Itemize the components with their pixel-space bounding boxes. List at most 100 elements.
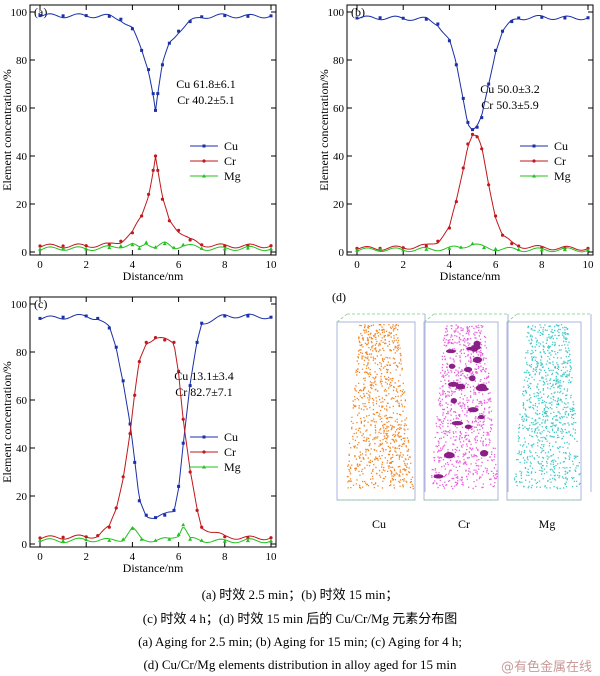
legend-marker [202, 174, 206, 178]
data-point [475, 125, 479, 129]
data-point [586, 248, 590, 252]
precipitate [450, 397, 457, 404]
data-point [181, 522, 186, 527]
data-point [177, 369, 181, 373]
legend-item-cu: Cu [190, 430, 238, 444]
data-point [128, 432, 132, 436]
data-point [269, 536, 273, 540]
x-tick-label: 8 [539, 259, 545, 271]
data-point [480, 116, 484, 120]
data-point [461, 96, 465, 100]
y-tick-label: 60 [16, 103, 28, 115]
data-point [84, 535, 88, 539]
data-point [454, 200, 458, 204]
data-point [181, 441, 185, 445]
data-point [61, 538, 66, 543]
y-tick-label: 100 [328, 7, 345, 19]
data-point [223, 314, 227, 318]
precipitate [448, 363, 456, 369]
data-point [424, 244, 428, 248]
data-point [223, 14, 227, 18]
atom-cloud [513, 324, 581, 490]
data-point [144, 513, 148, 517]
precipitate [443, 452, 455, 459]
precipitate [467, 407, 479, 413]
data-point [517, 16, 521, 20]
data-point [84, 246, 89, 251]
y-tick-label: 100 [11, 7, 28, 19]
y-tick-label: 20 [16, 491, 28, 503]
data-point [475, 135, 479, 139]
data-point [160, 63, 164, 67]
data-point [153, 154, 158, 158]
precipitate [472, 356, 483, 363]
plot-frame [29, 4, 277, 256]
data-point [188, 470, 192, 474]
data-point [195, 340, 199, 344]
data-point [246, 314, 250, 318]
data-point [436, 239, 440, 243]
x-tick-label: 2 [83, 551, 89, 563]
data-point [200, 15, 204, 19]
data-point [447, 39, 451, 43]
x-tick-label: 2 [400, 259, 406, 271]
data-point [269, 246, 273, 251]
x-tick-label: 10 [266, 259, 278, 271]
data-point [517, 244, 521, 248]
data-point [470, 132, 475, 136]
data-point [107, 326, 111, 330]
precipitate [477, 415, 485, 420]
data-point [500, 233, 505, 237]
data-point [177, 484, 181, 488]
x-tick-label: 4 [130, 259, 136, 271]
y-tick-label: 40 [16, 151, 28, 163]
x-tick-label: 8 [222, 259, 228, 271]
y-tick-label: 0 [22, 247, 28, 259]
data-point [447, 246, 452, 250]
y-tick-label: 20 [16, 199, 28, 211]
data-point [424, 17, 428, 21]
data-point [61, 244, 65, 248]
data-point [160, 197, 165, 201]
data-point [480, 147, 484, 151]
stat-annotation: Cu 13.1±3.4 [174, 369, 234, 383]
data-point [494, 214, 498, 218]
data-point [133, 393, 137, 397]
data-point [199, 538, 204, 542]
legend-marker [532, 159, 536, 163]
legend-marker [532, 144, 536, 148]
data-point [153, 245, 158, 249]
y-tick-label: 40 [333, 151, 345, 163]
legend-label: Mg [224, 460, 241, 474]
data-point [177, 228, 181, 232]
data-point [38, 536, 42, 540]
data-point [493, 246, 498, 251]
data-point [461, 166, 465, 170]
atom-map-label: Mg [539, 517, 556, 531]
data-point [355, 16, 359, 20]
data-point [96, 316, 100, 320]
x-axis-label: Distance/nm [123, 561, 184, 575]
data-point [61, 535, 65, 539]
data-point [424, 247, 429, 251]
series-cu [38, 13, 273, 112]
data-point [458, 245, 463, 249]
data-point [156, 168, 160, 172]
x-axis-label: Distance/nm [440, 269, 501, 283]
data-point [586, 16, 590, 20]
legend-item-mg: Mg [190, 460, 241, 474]
y-tick-label: 60 [333, 103, 345, 115]
atom-cloud [346, 324, 414, 490]
precipitate [475, 384, 488, 392]
atom-map-mg: Mg [506, 313, 592, 531]
precipitate [445, 349, 456, 354]
data-point [107, 14, 111, 18]
data-point [167, 537, 172, 541]
x-tick-label: 4 [130, 551, 136, 563]
legend-marker [202, 450, 206, 454]
data-point [181, 242, 186, 247]
y-tick-label: 80 [16, 55, 28, 67]
legend-item-cr: Cr [190, 154, 236, 168]
data-point [38, 316, 42, 320]
